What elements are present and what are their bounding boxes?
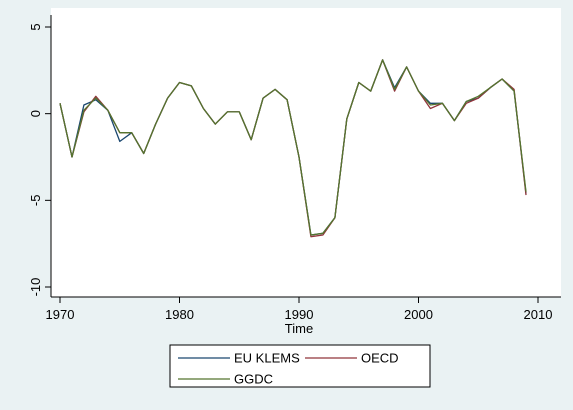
legend: EU KLEMS OECD GGDC [169,344,431,388]
y-tick-label-0: 0 [28,110,43,117]
x-tick-label-2010: 2010 [524,307,553,322]
series-layer [59,59,527,238]
legend-box [169,344,431,388]
y-tick-label--5: -5 [28,195,43,207]
series-line-ggdc [59,59,527,236]
legend-label-oecd: OECD [361,351,399,366]
x-tick-label-1980: 1980 [165,307,194,322]
plot-area [51,8,561,297]
y-tick-label-5: 5 [28,23,43,30]
x-tick-label-1990: 1990 [285,307,314,322]
x-axis-title: Time [285,321,313,336]
legend-label-eu-klems: EU KLEMS [234,351,300,366]
legend-items: EU KLEMS OECD GGDC [178,351,399,387]
y-tick-label--10: -10 [28,278,43,297]
y-axis: 5 0 -5 -10 [28,15,52,297]
x-tick-label-2000: 2000 [404,307,433,322]
x-tick-label-1970: 1970 [46,307,75,322]
legend-label-ggdc: GGDC [234,372,273,387]
x-axis: 1970 1980 1990 2000 2010 [46,296,561,322]
